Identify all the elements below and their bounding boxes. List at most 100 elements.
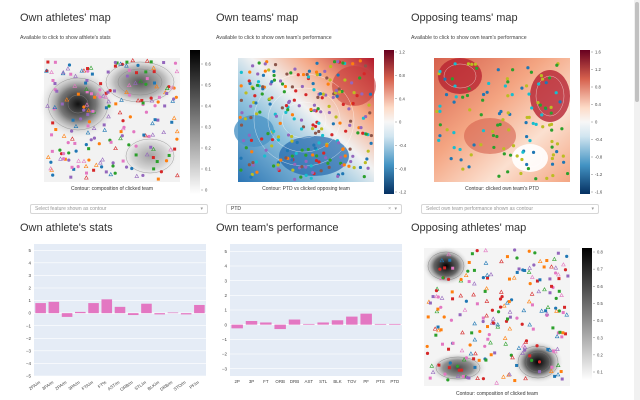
- bar[interactable]: [141, 303, 152, 314]
- data-point[interactable]: [111, 164, 115, 168]
- data-point[interactable]: [554, 296, 558, 300]
- data-point[interactable]: [70, 165, 74, 169]
- data-point[interactable]: [309, 176, 313, 180]
- data-point[interactable]: [51, 78, 55, 82]
- data-point[interactable]: [248, 81, 252, 86]
- data-point[interactable]: [560, 127, 564, 131]
- data-point[interactable]: [63, 157, 67, 161]
- bar[interactable]: [303, 323, 315, 325]
- data-point[interactable]: [530, 106, 534, 110]
- data-point[interactable]: [125, 74, 130, 78]
- data-point[interactable]: [494, 380, 499, 385]
- data-point[interactable]: [120, 134, 124, 138]
- data-point[interactable]: [168, 147, 173, 152]
- data-point[interactable]: [82, 108, 86, 112]
- data-point[interactable]: [284, 156, 288, 160]
- data-point[interactable]: [455, 364, 460, 368]
- data-point[interactable]: [124, 63, 129, 68]
- data-point[interactable]: [289, 71, 293, 75]
- data-point[interactable]: [551, 153, 556, 157]
- data-point[interactable]: [93, 162, 99, 167]
- data-point[interactable]: [117, 110, 123, 115]
- data-point[interactable]: [467, 280, 471, 284]
- data-point[interactable]: [451, 266, 455, 270]
- data-point[interactable]: [473, 365, 477, 369]
- data-point[interactable]: [46, 60, 50, 64]
- data-point[interactable]: [548, 277, 552, 281]
- data-point[interactable]: [358, 165, 363, 170]
- data-point[interactable]: [355, 94, 359, 98]
- data-point[interactable]: [438, 69, 442, 74]
- data-point[interactable]: [481, 316, 485, 320]
- data-point[interactable]: [327, 165, 331, 169]
- data-point[interactable]: [243, 117, 248, 121]
- data-point[interactable]: [483, 260, 489, 265]
- data-point[interactable]: [527, 249, 531, 253]
- data-point[interactable]: [439, 295, 445, 300]
- data-point[interactable]: [537, 258, 543, 264]
- data-point[interactable]: [174, 95, 178, 99]
- data-point[interactable]: [334, 115, 338, 119]
- data-point[interactable]: [149, 96, 153, 100]
- chevron-down-icon[interactable]: ▾: [394, 206, 397, 212]
- data-point[interactable]: [341, 147, 345, 151]
- data-point[interactable]: [545, 259, 549, 263]
- data-point[interactable]: [284, 110, 288, 114]
- data-point[interactable]: [321, 133, 325, 138]
- data-point[interactable]: [561, 331, 565, 335]
- data-point[interactable]: [490, 308, 495, 312]
- bar[interactable]: [346, 316, 358, 325]
- data-point[interactable]: [549, 264, 554, 269]
- data-point[interactable]: [300, 84, 304, 89]
- data-point[interactable]: [495, 324, 501, 329]
- data-point[interactable]: [544, 81, 548, 85]
- data-point[interactable]: [523, 376, 528, 381]
- data-point[interactable]: [475, 302, 479, 306]
- data-point[interactable]: [134, 144, 138, 148]
- data-point[interactable]: [161, 129, 167, 135]
- bar[interactable]: [274, 324, 286, 330]
- data-point[interactable]: [534, 177, 538, 181]
- data-point[interactable]: [337, 90, 342, 94]
- data-point[interactable]: [547, 76, 552, 80]
- data-point[interactable]: [502, 147, 506, 151]
- data-point[interactable]: [90, 92, 94, 96]
- data-point[interactable]: [541, 125, 545, 129]
- data-point[interactable]: [311, 81, 315, 86]
- data-point[interactable]: [157, 95, 161, 99]
- data-point[interactable]: [151, 146, 156, 151]
- data-point[interactable]: [489, 353, 493, 357]
- data-point[interactable]: [69, 72, 73, 76]
- data-point[interactable]: [255, 83, 260, 87]
- data-point[interactable]: [363, 161, 367, 165]
- data-point[interactable]: [467, 87, 471, 91]
- data-point[interactable]: [104, 91, 108, 95]
- data-point[interactable]: [141, 101, 145, 105]
- data-point[interactable]: [438, 104, 442, 108]
- data-point[interactable]: [535, 344, 539, 348]
- data-point[interactable]: [127, 93, 132, 97]
- data-point[interactable]: [502, 335, 508, 340]
- data-point[interactable]: [50, 133, 54, 137]
- data-point[interactable]: [537, 360, 542, 364]
- bar[interactable]: [48, 301, 60, 314]
- data-point[interactable]: [434, 289, 439, 293]
- data-point[interactable]: [141, 173, 145, 178]
- data-point[interactable]: [270, 144, 274, 148]
- data-point[interactable]: [313, 131, 318, 135]
- data-point[interactable]: [465, 375, 469, 380]
- data-point[interactable]: [497, 174, 501, 178]
- data-point[interactable]: [258, 110, 262, 114]
- data-point[interactable]: [276, 163, 280, 167]
- data-point[interactable]: [562, 160, 566, 164]
- data-point[interactable]: [290, 154, 294, 158]
- data-point[interactable]: [126, 82, 132, 88]
- data-point[interactable]: [293, 67, 297, 71]
- data-point[interactable]: [135, 71, 139, 75]
- data-point[interactable]: [361, 131, 365, 135]
- data-point[interactable]: [62, 157, 66, 161]
- data-point[interactable]: [523, 268, 527, 272]
- data-point[interactable]: [454, 95, 458, 99]
- data-point[interactable]: [49, 69, 54, 74]
- data-point[interactable]: [150, 120, 155, 126]
